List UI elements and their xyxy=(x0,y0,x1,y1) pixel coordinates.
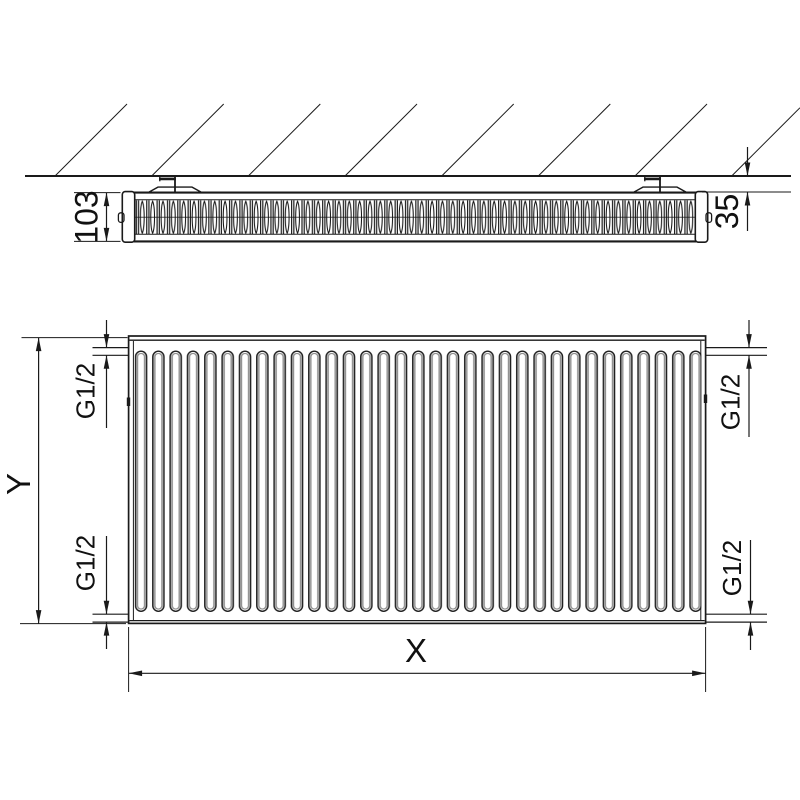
thread-label: G1/2 xyxy=(71,363,101,419)
front-panel-outline xyxy=(127,335,707,625)
dimension-depth-103: 103 xyxy=(69,190,121,244)
seam-tick-left xyxy=(126,397,131,406)
bracket-foot xyxy=(147,186,203,194)
dimension-height-y: Y xyxy=(0,337,128,625)
dimension-thread-top-left: G1/2 xyxy=(71,320,110,428)
top-view-section: 103 35 xyxy=(25,103,800,244)
arrowhead-down xyxy=(103,600,110,615)
arrowhead-down xyxy=(746,334,752,348)
wall-bracket-right xyxy=(632,176,688,194)
end-cap-left xyxy=(121,190,136,244)
dimension-thread-bottom-left: G1/2 xyxy=(71,535,110,649)
end-cap-right xyxy=(694,190,709,244)
arrowhead-up xyxy=(103,192,110,207)
bracket-foot xyxy=(632,186,688,194)
dimension-thread-top-right: G1/2 xyxy=(716,320,752,437)
hatch-line xyxy=(537,103,611,177)
height-label: Y xyxy=(0,473,37,495)
arrowhead-right xyxy=(692,670,706,677)
hatch-line xyxy=(54,103,128,177)
hatch-line xyxy=(151,103,225,177)
radiator-front-view xyxy=(126,335,708,625)
dimension-width-x: X xyxy=(128,627,707,692)
port-top-right xyxy=(705,347,767,356)
wall-bracket-left xyxy=(147,176,203,194)
seam-tick-right xyxy=(703,394,708,403)
front-view-section: Y X G1/2 G1/2 xyxy=(0,320,767,692)
thread-label: G1/2 xyxy=(71,535,101,591)
port-bottom-left xyxy=(92,613,129,623)
arrowhead-left xyxy=(128,670,143,677)
arrowhead-down xyxy=(103,227,110,242)
thread-label: G1/2 xyxy=(716,374,746,430)
arrowhead-down xyxy=(35,610,42,624)
port-top-left xyxy=(92,347,129,356)
arrowhead-down xyxy=(747,600,754,615)
wall-gap-label: 35 xyxy=(709,194,745,230)
thread-label: G1/2 xyxy=(717,540,747,596)
dimension-wall-gap-35: 35 xyxy=(702,147,791,231)
hatch-line xyxy=(441,103,515,177)
panel-channels xyxy=(134,350,702,612)
port-bottom-right xyxy=(705,613,767,623)
wall-hatching xyxy=(54,103,800,177)
hatch-line xyxy=(247,103,321,177)
depth-label: 103 xyxy=(69,190,105,243)
end-cap-left-tab xyxy=(117,212,125,224)
hatch-line xyxy=(344,103,418,177)
hatch-line xyxy=(731,107,800,177)
convector-fins xyxy=(134,200,696,235)
arrowhead-up xyxy=(35,337,42,352)
dimension-thread-bottom-right: G1/2 xyxy=(717,540,754,650)
arrowhead-down xyxy=(744,162,751,176)
width-label: X xyxy=(405,632,427,669)
end-cap-right-tab xyxy=(705,212,713,224)
arrowhead-down xyxy=(103,334,110,348)
radiator-top-view xyxy=(117,190,713,244)
hatch-line xyxy=(634,103,708,177)
